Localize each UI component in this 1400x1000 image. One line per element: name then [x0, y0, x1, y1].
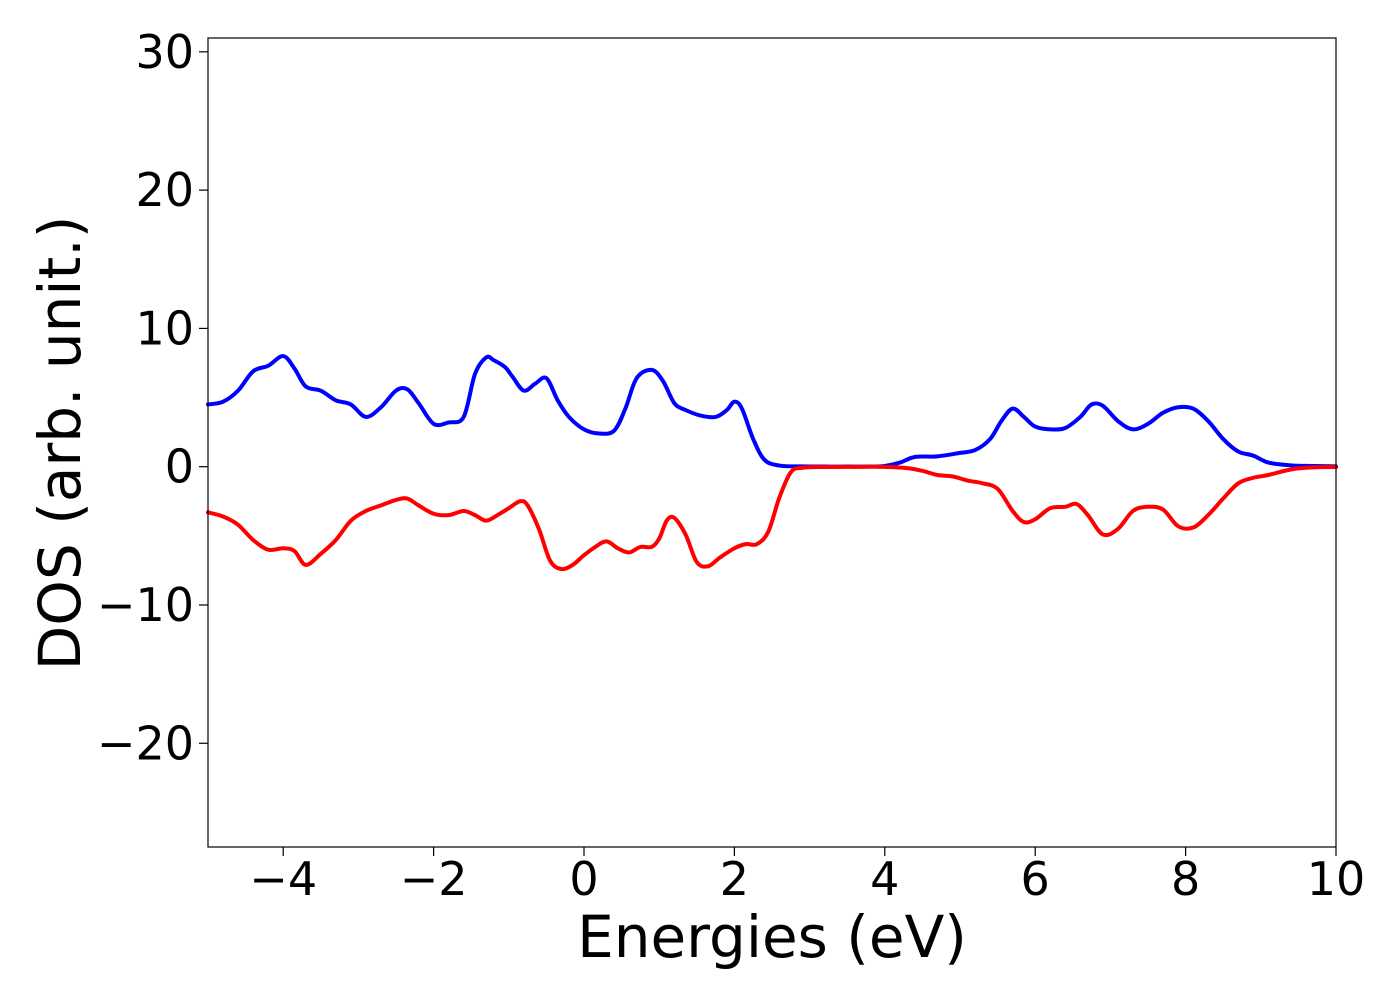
x-tick-label: 10 [1307, 852, 1366, 906]
y-tick-label: −10 [97, 578, 194, 632]
x-tick-label: 8 [1171, 852, 1200, 906]
series-line-blue [206, 354, 1338, 469]
x-tick-label: −4 [249, 852, 317, 906]
x-axis-title: Energies (eV) [577, 903, 967, 971]
y-tick-label: 10 [135, 301, 194, 355]
x-tick-label: 6 [1021, 852, 1050, 906]
x-tick-label: −2 [400, 852, 468, 906]
x-tick-label: 0 [569, 852, 598, 906]
y-axis-title: DOS (arb. unit.) [26, 216, 94, 671]
y-tick-label: 20 [135, 163, 194, 217]
x-tick-label: 4 [870, 852, 899, 906]
x-tick-label: 2 [720, 852, 749, 906]
y-tick-label: 30 [135, 25, 194, 79]
plot-frame [207, 37, 1337, 848]
y-tick-label: 0 [165, 440, 194, 494]
series-line-red [206, 464, 1338, 572]
y-tick-label: −20 [97, 716, 194, 770]
series-layer [206, 354, 1338, 572]
